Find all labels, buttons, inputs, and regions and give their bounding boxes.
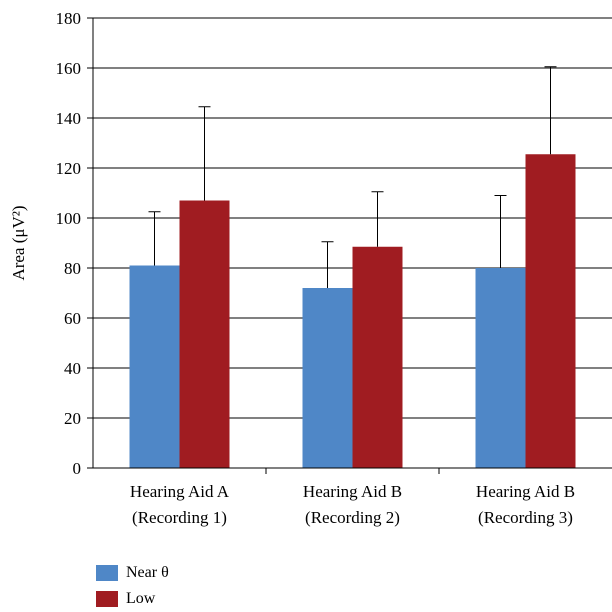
bar	[475, 268, 526, 468]
x-tick-label-line: Hearing Aid B	[476, 482, 575, 501]
legend-label-series-1: Near θ	[126, 564, 169, 581]
x-tick-label: Hearing Aid A (Recording 1)	[130, 482, 230, 527]
legend-item-series-1: Near θ	[96, 560, 169, 586]
bar	[129, 265, 180, 468]
y-tick-label: 120	[56, 159, 82, 178]
x-tick-labels: Hearing Aid A (Recording 1) Hearing Aid B (…	[130, 482, 575, 527]
legend-swatch-series-1	[96, 565, 118, 581]
y-tick-label: 100	[56, 209, 82, 228]
error-bars	[148, 66, 557, 288]
legend-item-series-2: Low	[96, 586, 169, 612]
y-tick-label: 160	[56, 59, 82, 78]
legend-label-series-2: Low	[126, 590, 156, 607]
x-tick-label-line: (Recording 1)	[132, 508, 227, 527]
y-tick-label: 140	[56, 109, 82, 128]
y-tick-label: 20	[64, 409, 81, 428]
bar	[302, 288, 353, 468]
bar	[352, 246, 403, 468]
bars	[129, 154, 576, 468]
x-tick-label-line: Hearing Aid A	[130, 482, 230, 501]
legend: Near θ Low	[96, 560, 169, 612]
axes	[87, 17, 612, 474]
x-tick-label: Hearing Aid B (Recording 2)	[303, 482, 402, 527]
x-tick-label-line: (Recording 2)	[305, 508, 400, 527]
legend-swatch-series-2	[96, 591, 118, 607]
y-tick-labels: 0 20 40 60 80 100 120 140 160 180	[56, 9, 82, 478]
y-axis-label: Area (μV²)	[9, 205, 28, 280]
y-tick-label: 180	[56, 9, 82, 28]
bar	[179, 200, 230, 468]
y-tick-label: 0	[73, 459, 82, 478]
y-tick-label: 60	[64, 309, 81, 328]
y-tick-label: 40	[64, 359, 81, 378]
x-tick-label-line: Hearing Aid B	[303, 482, 402, 501]
x-tick-label-line: (Recording 3)	[478, 508, 573, 527]
y-tick-label: 80	[64, 259, 81, 278]
x-tick-label: Hearing Aid B (Recording 3)	[476, 482, 575, 527]
bar	[525, 154, 576, 468]
